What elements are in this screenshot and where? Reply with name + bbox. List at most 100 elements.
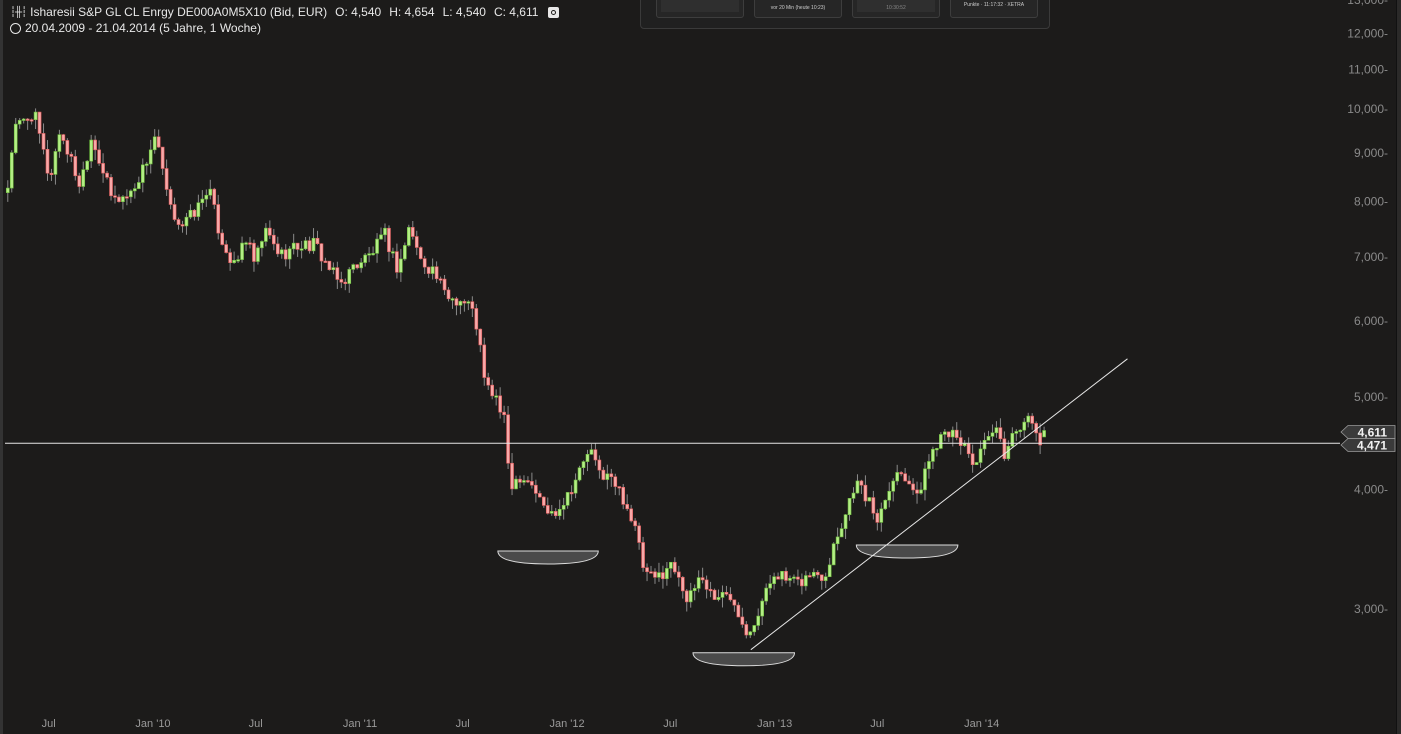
candle-body-down [871,497,876,514]
candle [796,569,800,586]
candle [323,257,328,263]
candle-body-up [514,478,518,490]
candle-body-down [506,414,510,464]
candle-body-down [784,571,788,581]
candle-body-down [73,156,78,177]
candle-body-up [450,298,455,301]
candle-body-up [133,188,137,192]
y-tick-label: 13,000- [1347,0,1388,7]
candle-body-up [792,576,796,579]
candle [113,185,117,204]
candle [843,514,848,539]
candle [974,462,979,465]
candle [891,478,896,502]
candle-body-up [208,188,213,196]
candle-body-up [244,242,248,245]
candle-body-up [140,164,145,183]
candle [609,468,614,487]
quote-tile[interactable] [656,0,744,18]
candle [339,271,344,289]
candle-body-up [573,479,578,494]
candle-body-up [867,497,872,502]
candle [530,472,534,489]
candle [677,565,681,587]
candle [756,608,761,631]
candle [196,194,201,221]
quote-tile[interactable]: vor 20 Min (heute 10:23) [754,0,842,18]
tile-text: Punkte · 11:17:32 · XETRA [963,2,1025,8]
candle-body-down [899,472,903,475]
candle-body-up [204,194,209,200]
candle [208,179,213,200]
candle [839,523,844,538]
candle-body-down [498,395,502,413]
candle-body-up [5,187,10,193]
candle-body-down [1038,432,1042,446]
candle [661,565,665,589]
quote-tile[interactable]: 10:30:52 [852,0,940,18]
candle [986,430,991,441]
low-value: L: 4,540 [442,5,486,19]
candle [490,379,494,400]
candle [17,118,22,129]
candle-body-down [220,232,225,245]
candle [553,508,558,519]
candle [740,607,745,628]
price-tag-shape [1340,438,1396,452]
candle-body-down [117,196,121,202]
candle [724,585,729,596]
candle-body-down [486,377,491,386]
candle [812,568,816,579]
candle-body-up [835,536,840,545]
settings-icon[interactable] [548,6,560,18]
quote-tile[interactable]: Punkte · 11:17:32 · XETRA [950,0,1038,18]
candle-body-down [796,576,800,580]
candle-body-down [315,237,320,245]
candle-body-up [812,572,816,577]
candle [978,440,983,468]
candle-body-up [768,583,772,589]
candle-body-down [172,204,177,220]
date-range[interactable]: 20.04.2009 - 21.04.2014 (5 Jahre, 1 Woch… [25,21,261,35]
candle-body-up [359,262,363,269]
candle [835,527,840,551]
candle [931,446,935,470]
candle [633,518,637,531]
candle-body-up [919,489,923,494]
candle-body-down [295,242,300,250]
candle [804,570,808,591]
candle-body-up [260,241,264,249]
candle-body-up [200,198,205,204]
candle-body-down [859,480,864,486]
candle-body-up [696,577,701,589]
candle [434,261,439,283]
candle-body-down [93,139,97,151]
candle-body-down [77,175,82,187]
candle-body-down [609,473,614,478]
candle [581,460,586,475]
candle-body-down [732,599,737,606]
candle [923,462,927,501]
candle [998,418,1003,442]
candle [808,572,812,578]
candle-body-up [121,196,125,202]
candle [597,455,602,479]
candle [899,471,903,477]
candle-body-down [339,279,344,283]
candle-body-up [764,587,768,602]
candle [97,140,101,166]
candle-body-down [109,177,113,197]
candle-body-up [605,473,610,480]
candle [871,490,876,520]
candle-body-down [629,508,633,522]
candle [911,478,915,496]
candle-body-up [399,258,403,273]
candle-body-up [923,468,927,491]
candle [954,422,959,441]
x-tick-label: Jan '12 [549,718,584,730]
candle [752,625,757,636]
y-tick-label: 7,000- [1354,250,1388,264]
candle [148,139,153,174]
